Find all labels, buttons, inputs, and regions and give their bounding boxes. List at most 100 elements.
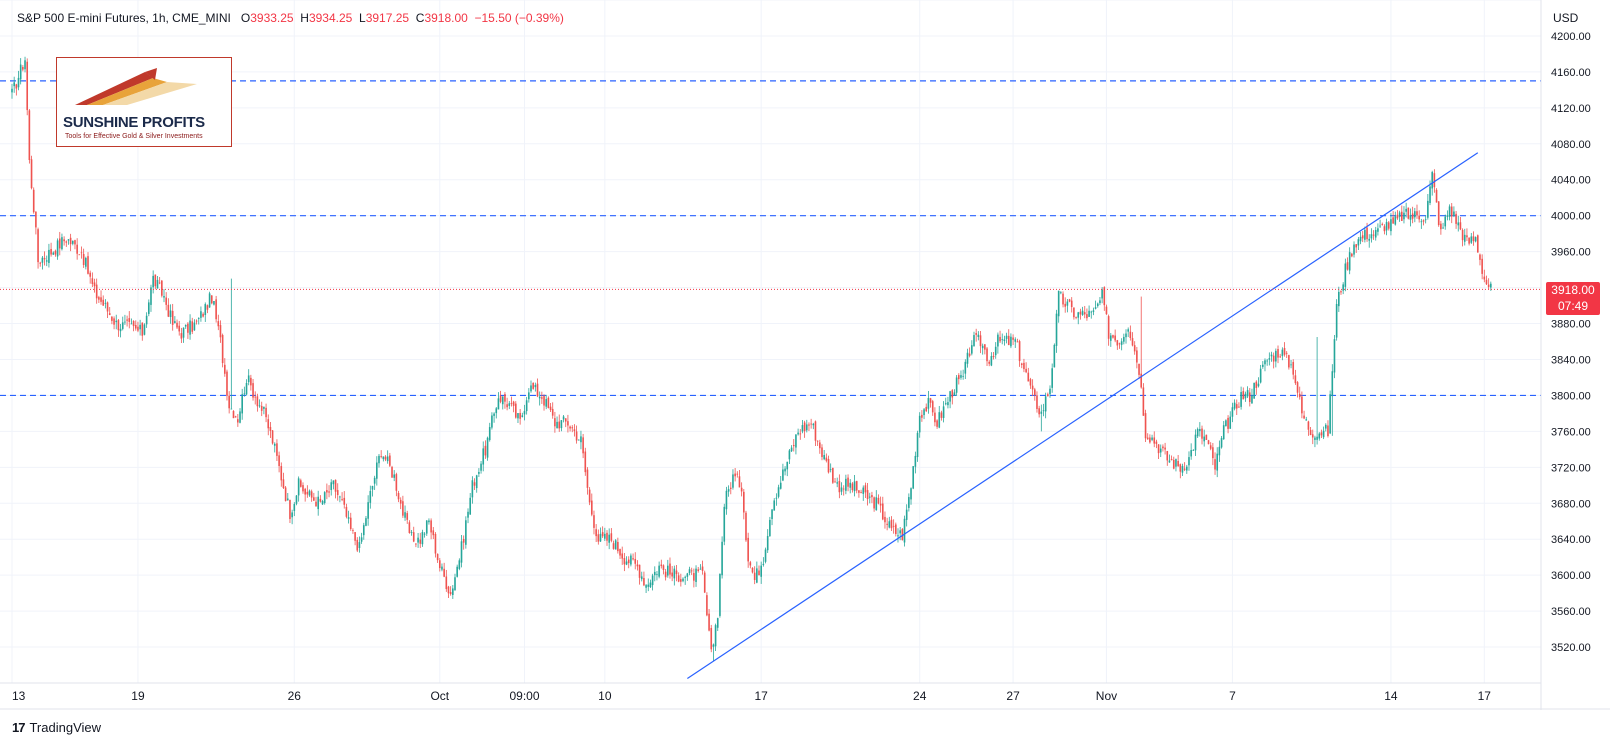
- candle-body: [886, 523, 888, 525]
- candle-body: [74, 240, 76, 245]
- price-tick-label: 4040.00: [1551, 175, 1591, 187]
- candle-body: [343, 497, 346, 505]
- candle-body: [436, 553, 439, 561]
- candle-body: [829, 469, 832, 471]
- candle-body: [89, 272, 91, 277]
- candle-body: [582, 437, 584, 454]
- candle-body: [43, 258, 46, 260]
- candle-body: [1177, 461, 1179, 467]
- candle-body: [265, 407, 267, 418]
- candle-body: [230, 408, 233, 410]
- candle-body: [45, 260, 48, 262]
- symbol-title[interactable]: S&P 500 E-mini Futures, 1h, CME_MINI: [17, 11, 231, 25]
- price-tick-label: 3520.00: [1551, 642, 1591, 654]
- time-tick-label: 13: [12, 689, 26, 703]
- candle-body: [491, 415, 493, 428]
- candle-body: [577, 439, 580, 441]
- candle-body: [1192, 449, 1195, 451]
- candle-body: [682, 578, 684, 582]
- candle-body: [864, 485, 867, 493]
- price-tick-label: 3880.00: [1551, 319, 1591, 331]
- candle-body: [506, 404, 508, 408]
- candle-body: [1472, 236, 1475, 242]
- candle-body: [1129, 331, 1132, 339]
- candle-body: [478, 472, 480, 474]
- candle-body: [352, 530, 354, 531]
- candle-body: [782, 469, 784, 481]
- candle-body: [1170, 459, 1173, 461]
- candle-body: [584, 451, 587, 473]
- candle-body: [280, 466, 283, 481]
- currency-label[interactable]: USD: [1553, 11, 1579, 25]
- candle-body: [252, 383, 254, 398]
- candle-body: [1390, 219, 1392, 232]
- candle-body: [11, 88, 13, 93]
- candle-body: [1277, 349, 1279, 358]
- candle-body: [1007, 335, 1010, 346]
- candle-body: [386, 456, 389, 462]
- candle-body: [1027, 372, 1030, 382]
- candle-body: [1073, 307, 1075, 318]
- candle-body: [22, 67, 24, 70]
- candle-body: [1344, 263, 1347, 287]
- candle-body: [845, 478, 847, 491]
- candle-body: [923, 409, 925, 416]
- candle-body: [1244, 393, 1247, 399]
- candle-body: [714, 625, 717, 647]
- candle-body: [997, 334, 999, 347]
- candle-body: [1483, 276, 1486, 280]
- candle-body: [460, 541, 463, 563]
- candle-body: [666, 565, 669, 576]
- candle-body: [612, 543, 615, 549]
- candle-body: [649, 582, 652, 588]
- candle-body: [690, 570, 693, 572]
- candle-body: [182, 327, 185, 338]
- candle-body: [1327, 425, 1329, 437]
- candle-body: [193, 322, 196, 331]
- time-tick-label: 17: [1478, 689, 1492, 703]
- candle-body: [1253, 382, 1255, 399]
- candle-body: [810, 423, 812, 425]
- candle-body: [1364, 229, 1366, 240]
- candle-body: [528, 392, 530, 400]
- candle-body: [1096, 303, 1099, 307]
- candle-body: [13, 82, 15, 87]
- candle-body: [580, 436, 582, 443]
- candle-body: [855, 481, 858, 491]
- candle-body: [395, 474, 398, 491]
- candle-body: [853, 481, 856, 492]
- time-tick-label: Oct: [430, 689, 449, 703]
- candle-body: [849, 482, 852, 488]
- candle-body: [725, 490, 728, 510]
- candle-body: [434, 533, 437, 554]
- candle-body: [28, 110, 31, 161]
- low-value: 3917.25: [365, 11, 410, 25]
- candle-body: [693, 573, 695, 581]
- candle-body: [245, 382, 248, 395]
- candle-body: [879, 503, 882, 506]
- candle-body: [551, 408, 554, 416]
- candle-body: [890, 519, 893, 529]
- candle-body: [562, 416, 565, 420]
- candle-body: [1372, 234, 1375, 236]
- candle-body: [410, 532, 413, 534]
- candle-body: [115, 320, 118, 323]
- candle-body: [130, 323, 133, 325]
- candle-body: [860, 492, 862, 493]
- candle-body: [456, 566, 458, 577]
- candle-body: [1440, 223, 1442, 230]
- candle-body: [1010, 336, 1012, 347]
- candle-body: [1457, 222, 1460, 226]
- candle-body: [660, 564, 663, 567]
- candle-body: [827, 459, 830, 473]
- candle-body: [903, 518, 906, 543]
- candle-body: [54, 250, 57, 255]
- tradingview-brand[interactable]: 17 TradingView: [12, 720, 101, 735]
- candle-body: [191, 321, 194, 332]
- candle-body: [627, 559, 630, 564]
- candle-body: [145, 315, 148, 325]
- candle-body: [732, 474, 734, 488]
- price-axis-labels: 3520.00 3560.00 3600.00 3640.00 3680.00 3720.…: [1551, 31, 1591, 654]
- candle-body: [710, 627, 713, 650]
